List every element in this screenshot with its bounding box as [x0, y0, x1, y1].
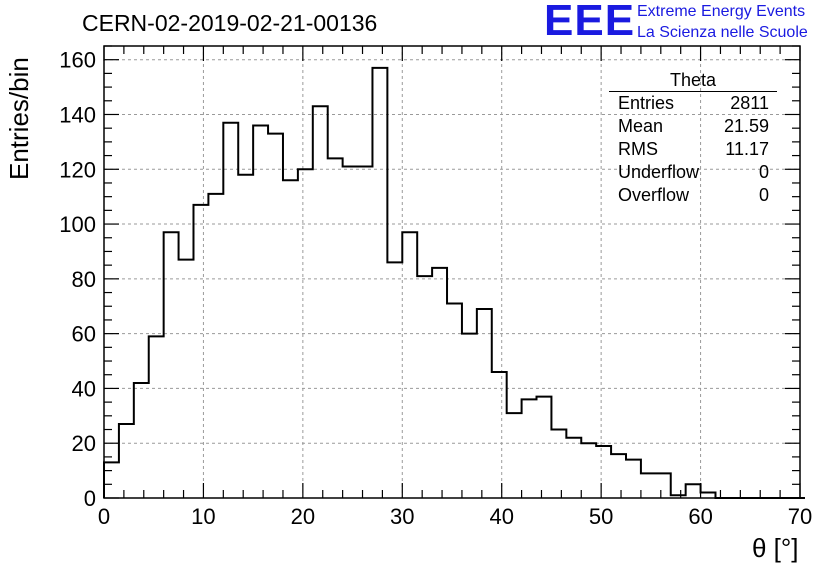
x-tick-label: 10 [191, 504, 215, 529]
histogram-bin [566, 438, 581, 498]
axis-ticks [103, 45, 801, 499]
histogram-bin [164, 232, 179, 498]
x-tick-label: 20 [291, 504, 315, 529]
stats-row-overflow: Overflow 0 [609, 184, 777, 207]
histogram-bin [432, 268, 447, 498]
eee-logo: EEE [544, 0, 636, 45]
histogram-bin [223, 123, 238, 498]
chart-title: CERN-02-2019-02-21-00136 [82, 10, 378, 36]
stats-row-underflow: Underflow 0 [609, 161, 777, 184]
histogram-bin [119, 424, 134, 498]
stats-label: Mean [618, 116, 664, 136]
histogram-bin [343, 167, 358, 498]
histogram-bin [193, 205, 208, 498]
y-tick-label: 120 [59, 157, 96, 182]
histogram-bin [387, 262, 402, 498]
logo-text-line1: Extreme Energy Events [637, 3, 806, 20]
histogram-bin [134, 383, 149, 498]
histogram-bin [179, 260, 194, 498]
stats-label: Overflow [618, 185, 690, 205]
histogram-bin [447, 304, 462, 498]
y-tick-label: 20 [72, 431, 96, 456]
y-tick-label: 80 [72, 267, 96, 292]
stats-box: Theta Entries 2811 Mean 21.59 RMS 11.17 … [609, 70, 777, 207]
y-axis-label: Entries/bin [4, 57, 34, 180]
histogram-bin [149, 336, 164, 498]
histogram-bin [477, 309, 492, 498]
histogram-bin [626, 460, 641, 498]
histogram-bin [358, 167, 373, 498]
histogram-bin [328, 158, 343, 498]
y-tick-label: 60 [72, 322, 96, 347]
histogram-bin [611, 454, 626, 498]
x-tick-label: 50 [589, 504, 613, 529]
histogram-bin [372, 68, 387, 498]
axis-tick-labels: 0 10 20 30 40 50 60 70 0 20 40 60 80 100 120 140 160 [59, 48, 812, 529]
stats-value: 0 [758, 162, 769, 182]
logo-text-line2: La Scienza nelle Scuole [637, 24, 808, 41]
stats-value: 11.17 [725, 139, 769, 159]
stats-title: Theta [609, 70, 777, 92]
histogram-bin [462, 334, 477, 498]
stats-value: 0 [758, 185, 769, 205]
stats-row-entries: Entries 2811 [609, 92, 777, 115]
histogram-bin [596, 446, 611, 498]
histogram-bin [537, 397, 552, 498]
histogram-bin [208, 194, 223, 498]
histogram-bin [641, 473, 656, 498]
x-tick-label: 70 [788, 504, 812, 529]
histogram-outline [103, 66, 805, 499]
stats-label: Underflow [618, 162, 700, 182]
x-tick-label: 60 [688, 504, 712, 529]
x-axis-label: θ [°] [752, 533, 799, 563]
histogram-bin [686, 484, 701, 498]
y-tick-label: 40 [72, 376, 96, 401]
histogram-bin [551, 430, 566, 498]
histogram-bin [656, 473, 671, 498]
x-tick-label: 0 [98, 504, 110, 529]
y-tick-label: 140 [59, 102, 96, 127]
histogram-bin [253, 125, 268, 498]
histogram-bin [238, 175, 253, 498]
histogram-bin [522, 399, 537, 498]
y-tick-label: 160 [59, 48, 96, 73]
stats-row-mean: Mean 21.59 [609, 115, 777, 138]
plot-frame [103, 45, 801, 499]
y-tick-label: 0 [84, 486, 96, 511]
x-tick-label: 40 [489, 504, 513, 529]
stats-row-rms: RMS 11.17 [609, 138, 777, 161]
x-tick-label: 30 [390, 504, 414, 529]
stats-label: RMS [618, 139, 658, 159]
grid-lines [104, 46, 800, 498]
stats-value: 2811 [730, 93, 769, 113]
histogram-bin [313, 106, 328, 498]
histogram-bin [402, 232, 417, 498]
y-tick-label: 100 [59, 212, 96, 237]
histogram-bin [507, 413, 522, 498]
histogram-bin [104, 462, 119, 498]
histogram-bin [417, 276, 432, 498]
histogram-bin [283, 180, 298, 498]
histogram-bin [492, 372, 507, 498]
stats-label: Entries [618, 93, 675, 113]
histogram-bin [581, 443, 596, 498]
stats-value: 21.59 [723, 116, 769, 136]
